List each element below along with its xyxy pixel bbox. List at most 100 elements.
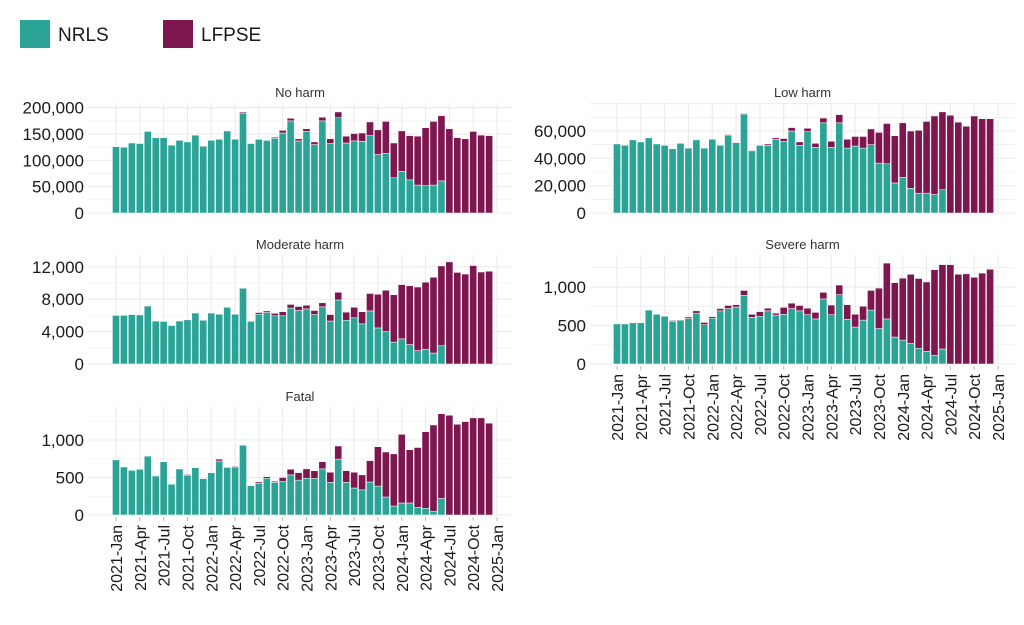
y-tick-label: 500 bbox=[56, 469, 84, 488]
bar-lfpse bbox=[461, 421, 470, 516]
bar-lfpse bbox=[429, 121, 438, 186]
legend-swatch-nrls bbox=[20, 20, 50, 48]
bar-lfpse bbox=[946, 264, 955, 365]
bar-nrls bbox=[342, 482, 351, 516]
bar-lfpse bbox=[461, 138, 470, 214]
bar-nrls bbox=[183, 141, 192, 214]
bar-lfpse bbox=[890, 282, 899, 338]
bar-lfpse bbox=[477, 271, 485, 365]
y-tick-label: 0 bbox=[75, 204, 84, 223]
bar-nrls bbox=[676, 143, 685, 214]
bar-lfpse bbox=[223, 130, 231, 132]
bar-nrls bbox=[660, 145, 669, 214]
bar-lfpse bbox=[883, 123, 891, 165]
bar-lfpse bbox=[938, 111, 947, 191]
bar-nrls bbox=[883, 318, 891, 365]
bar-lfpse bbox=[938, 264, 947, 350]
x-tick-label: 2023-Oct bbox=[371, 524, 388, 590]
bar-nrls bbox=[700, 324, 709, 365]
bar-lfpse bbox=[469, 265, 478, 365]
bar-nrls bbox=[310, 478, 319, 516]
bar-lfpse bbox=[262, 139, 271, 141]
bar-nrls bbox=[771, 138, 780, 214]
x-tick-label: 2023-Jul bbox=[848, 374, 865, 435]
bar-nrls bbox=[151, 137, 160, 214]
bar-nrls bbox=[636, 141, 645, 214]
bar-lfpse bbox=[437, 115, 446, 182]
bar-lfpse bbox=[302, 128, 311, 132]
bar-lfpse bbox=[318, 116, 327, 122]
bar-lfpse bbox=[453, 272, 462, 365]
bar-nrls bbox=[652, 143, 661, 214]
bar-nrls bbox=[199, 319, 208, 365]
bar-nrls bbox=[389, 505, 398, 516]
bar-lfpse bbox=[811, 143, 820, 148]
bar-nrls bbox=[215, 139, 224, 214]
bar-nrls bbox=[350, 317, 358, 365]
bar-nrls bbox=[676, 319, 685, 365]
bar-nrls bbox=[708, 138, 717, 214]
bar-nrls bbox=[374, 154, 382, 214]
bar-nrls bbox=[215, 313, 224, 365]
bar-nrls bbox=[223, 307, 231, 365]
bar-lfpse bbox=[397, 284, 406, 340]
bar-lfpse bbox=[191, 134, 200, 136]
bar-lfpse bbox=[477, 417, 485, 516]
bar-lfpse bbox=[795, 141, 804, 146]
bar-nrls bbox=[636, 322, 645, 365]
bar-lfpse bbox=[382, 451, 390, 498]
y-tick-label: 0 bbox=[75, 506, 84, 525]
bar-nrls bbox=[827, 314, 836, 365]
bar-lfpse bbox=[827, 141, 836, 148]
bar-lfpse bbox=[342, 311, 351, 321]
bar-nrls bbox=[843, 319, 852, 365]
bar-lfpse bbox=[445, 415, 454, 516]
bar-nrls bbox=[231, 313, 239, 365]
bar-nrls bbox=[405, 502, 414, 516]
bar-nrls bbox=[898, 339, 907, 365]
panel-fatal: Fatal 0 500 1,000 2021-Jan 2021-Apr 2021-Jul 20… bbox=[41, 389, 512, 592]
bar-lfpse bbox=[795, 305, 804, 312]
bar-nrls bbox=[247, 143, 255, 214]
bar-nrls bbox=[787, 308, 796, 365]
bar-nrls bbox=[644, 309, 653, 365]
y-tick-label: 0 bbox=[75, 355, 84, 374]
bar-nrls bbox=[389, 177, 398, 214]
bar-lfpse bbox=[883, 262, 891, 320]
x-tick-label: 2025-Jan bbox=[490, 525, 507, 592]
x-tick-label: 2022-Apr bbox=[729, 373, 746, 439]
bar-nrls bbox=[374, 485, 382, 516]
bar-nrls bbox=[883, 163, 891, 214]
bar-nrls bbox=[120, 466, 128, 516]
bar-nrls bbox=[716, 145, 725, 214]
bar-nrls bbox=[922, 192, 931, 214]
bar-lfpse bbox=[310, 141, 319, 145]
bar-lfpse bbox=[270, 313, 279, 317]
bar-lfpse bbox=[843, 304, 852, 320]
bar-lfpse bbox=[374, 129, 382, 155]
bar-nrls bbox=[437, 345, 446, 365]
bar-nrls bbox=[748, 317, 756, 365]
bar-nrls bbox=[159, 137, 168, 214]
bar-nrls bbox=[159, 461, 168, 516]
bar-nrls bbox=[867, 144, 875, 214]
bar-nrls bbox=[724, 134, 732, 214]
bar-lfpse bbox=[278, 130, 287, 134]
bar-lfpse bbox=[445, 128, 454, 214]
bar-lfpse bbox=[748, 314, 756, 318]
bar-nrls bbox=[302, 308, 311, 365]
bar-lfpse bbox=[334, 292, 343, 301]
legend-label-lfpse: LFPSE bbox=[201, 25, 261, 46]
bar-nrls bbox=[397, 171, 406, 214]
bar-lfpse bbox=[485, 270, 493, 365]
bar-lfpse bbox=[906, 130, 915, 189]
bar-lfpse bbox=[262, 310, 271, 313]
bar-nrls bbox=[342, 319, 351, 365]
bar-lfpse bbox=[930, 269, 939, 356]
panel-moderate-harm: Moderate harm 0 4,000 8,000 12,000 bbox=[32, 237, 512, 374]
bar-nrls bbox=[270, 482, 279, 516]
bar-lfpse bbox=[397, 130, 406, 172]
bar-nrls bbox=[175, 468, 184, 516]
bar-lfpse bbox=[334, 111, 343, 118]
bar-lfpse bbox=[382, 290, 390, 332]
